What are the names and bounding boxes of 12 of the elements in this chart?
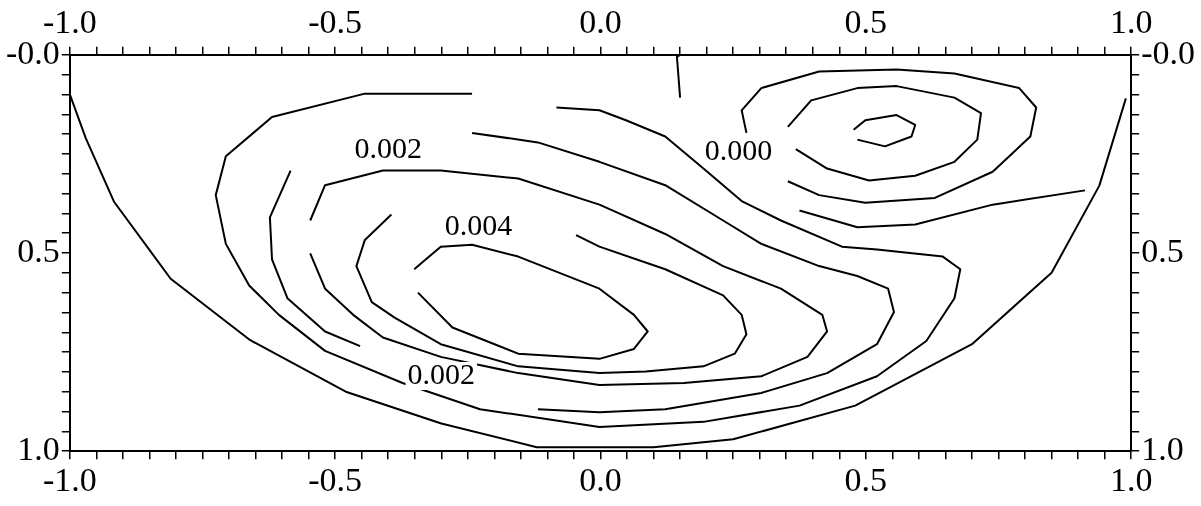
y-tick-label: 0.5 (17, 231, 60, 269)
x-tick-label: -0.5 (308, 460, 363, 498)
annotation: 0.004 (444, 208, 513, 242)
annotation: 0.002 (407, 356, 476, 390)
x-tick-label: 0.0 (579, 460, 622, 498)
x2-tick-label: 0.0 (579, 3, 622, 41)
x2-tick-label: -0.5 (308, 3, 363, 41)
y2-tick-label: 0.5 (1141, 231, 1184, 269)
x2-tick-label: 0.5 (844, 3, 888, 41)
x-tick-label: 0.5 (844, 460, 888, 498)
annotation: 0.000 (704, 133, 773, 167)
annotation: 0.002 (354, 130, 422, 164)
